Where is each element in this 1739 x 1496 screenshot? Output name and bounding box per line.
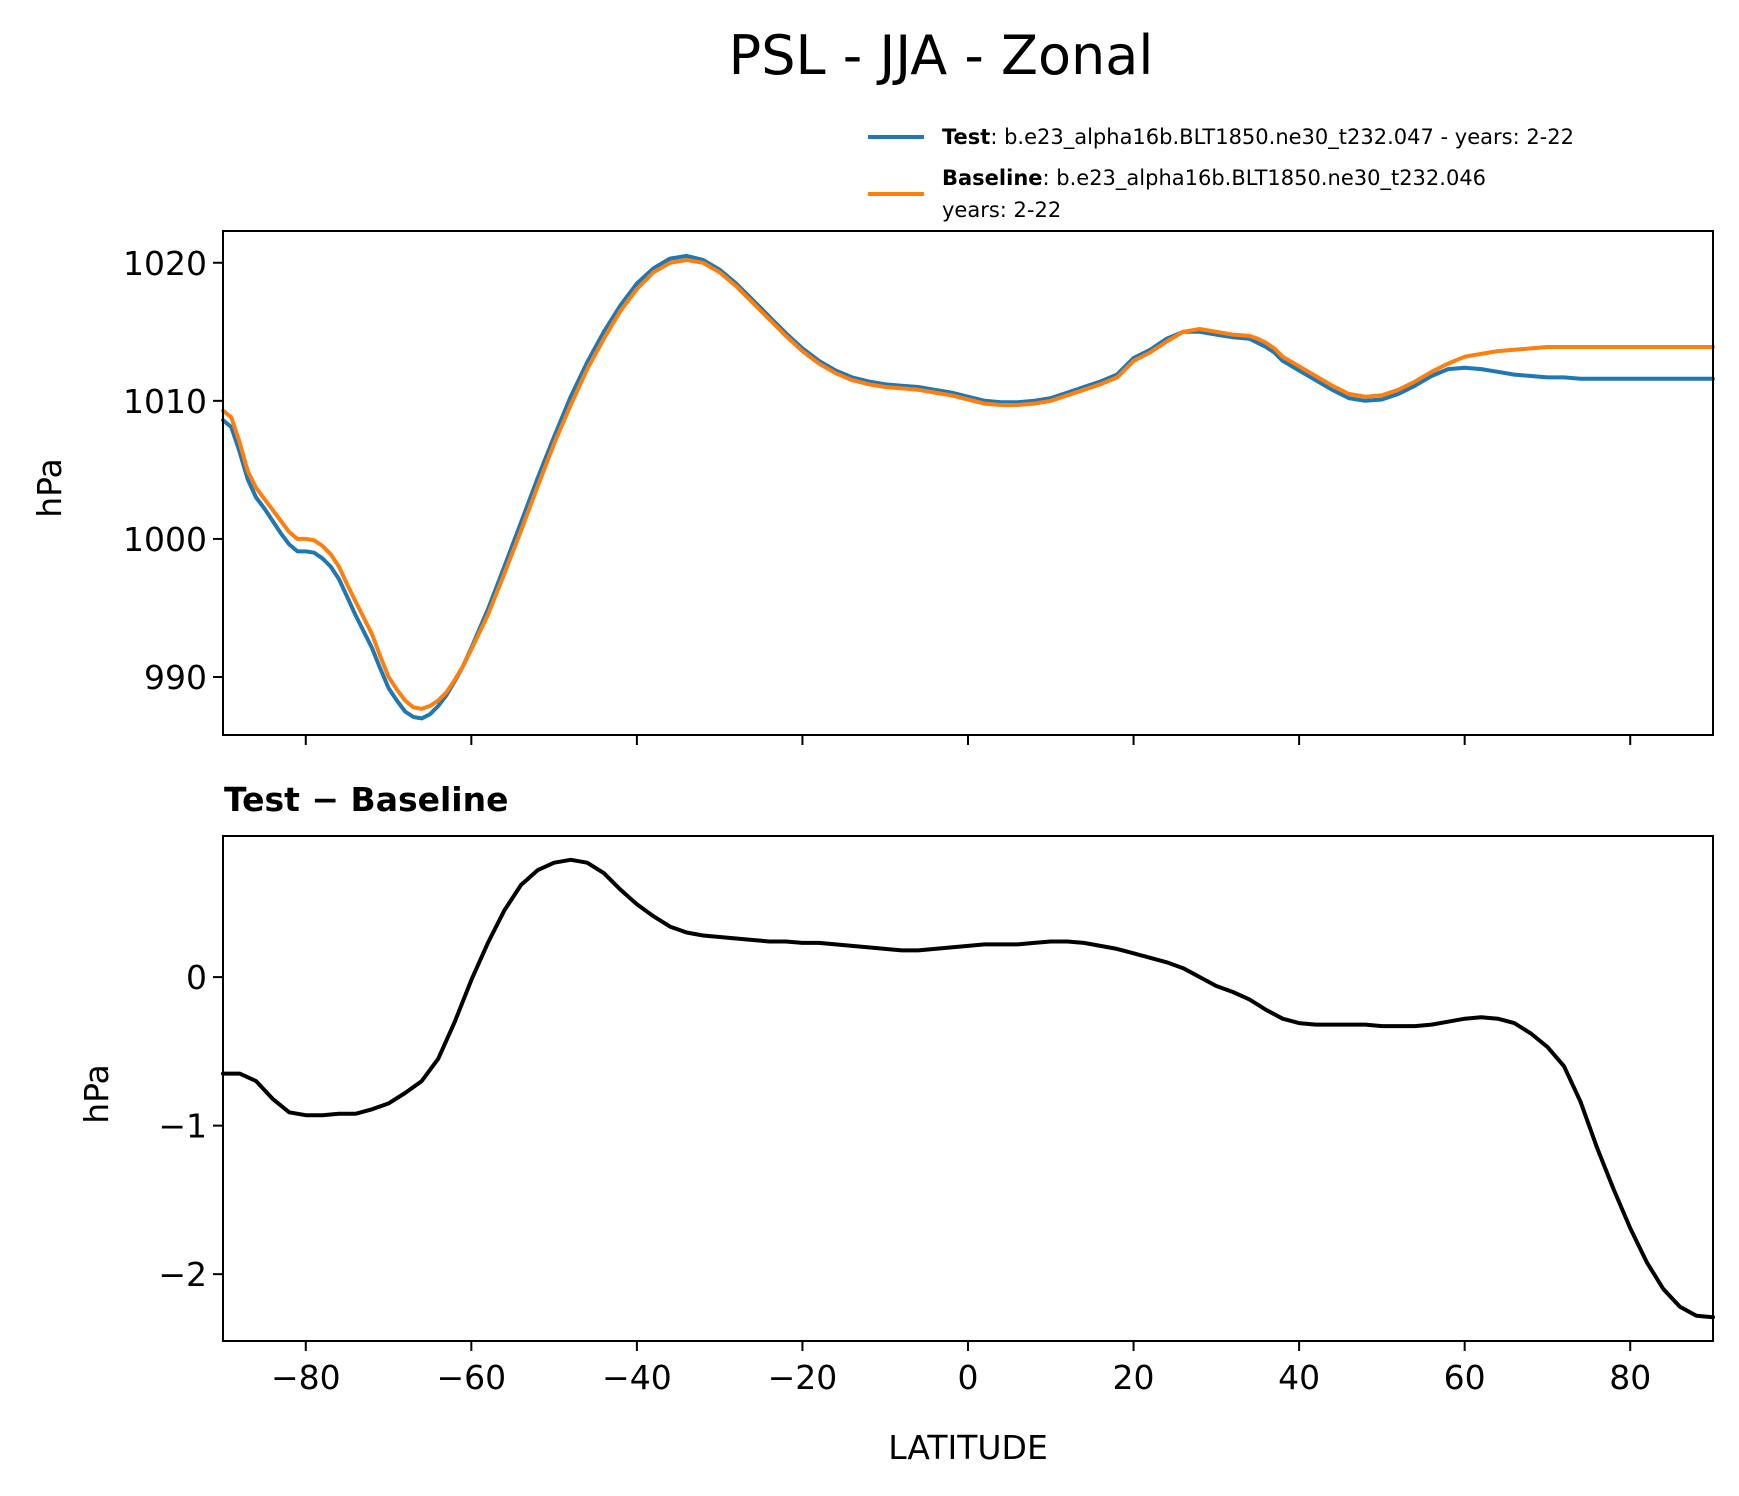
top-series-baseline	[221, 258, 1715, 711]
bottom-panel-title: Test − Baseline	[224, 780, 509, 819]
top-y-ticks: 990 1000 1010 1020	[123, 244, 223, 697]
bottom-x-tick-label: −80	[271, 1358, 341, 1397]
top-series-test	[221, 253, 1715, 721]
top-series-lines	[221, 253, 1715, 721]
top-y-tick-label: 990	[144, 658, 207, 697]
legend-entry-test: Test: b.e23_alpha16b.BLT1850.ne30_t232.0…	[942, 125, 1574, 150]
top-y-tick-label: 1000	[123, 520, 207, 559]
legend-entry-baseline: Baseline: b.e23_alpha16b.BLT1850.ne30_t2…	[942, 166, 1486, 191]
bottom-y-ticks: −2 −1 0	[158, 958, 223, 1294]
legend: Test: b.e23_alpha16b.BLT1850.ne30_t232.0…	[868, 125, 1574, 222]
legend-label-test: Test	[942, 125, 990, 149]
bottom-series-difference	[221, 857, 1715, 1320]
bottom-x-tick-label: 0	[958, 1358, 979, 1397]
top-y-tick-label: 1010	[123, 382, 207, 421]
bottom-panel: Test − Baseline −2 −1 0 −80 −60 −40 −20 0 20 40 6…	[77, 780, 1715, 1467]
bottom-y-tick-label: −1	[158, 1107, 207, 1146]
top-x-ticks	[304, 735, 1632, 745]
bottom-y-tick-label: −2	[158, 1255, 207, 1294]
x-axis-label: LATITUDE	[888, 1428, 1048, 1467]
bottom-x-tick-label: −60	[437, 1358, 507, 1397]
top-y-axis-label: hPa	[30, 458, 69, 518]
bottom-series-lines	[221, 857, 1715, 1320]
bottom-x-ticks: −80 −60 −40 −20 0 20 40 60 80	[271, 1341, 1651, 1397]
figure-title: PSL - JJA - Zonal	[729, 24, 1154, 87]
bottom-x-tick-label: 80	[1609, 1358, 1651, 1397]
top-y-tick-label: 1020	[123, 244, 207, 283]
legend-label-baseline: Baseline	[942, 166, 1043, 190]
bottom-y-tick-label: 0	[186, 958, 207, 997]
bottom-x-tick-label: 20	[1113, 1358, 1155, 1397]
bottom-x-tick-label: 60	[1444, 1358, 1486, 1397]
bottom-y-axis-label: hPa	[77, 1064, 116, 1124]
legend-text-baseline: : b.e23_alpha16b.BLT1850.ne30_t232.046	[1043, 166, 1487, 191]
top-panel: 990 1000 1010 1020 hPa	[30, 230, 1715, 745]
legend-text-test: : b.e23_alpha16b.BLT1850.ne30_t232.047 -…	[990, 125, 1574, 150]
legend-text-baseline-line2: years: 2-22	[942, 198, 1061, 222]
bottom-x-tick-label: −20	[768, 1358, 838, 1397]
bottom-x-tick-label: −40	[602, 1358, 672, 1397]
bottom-x-tick-label: 40	[1278, 1358, 1320, 1397]
